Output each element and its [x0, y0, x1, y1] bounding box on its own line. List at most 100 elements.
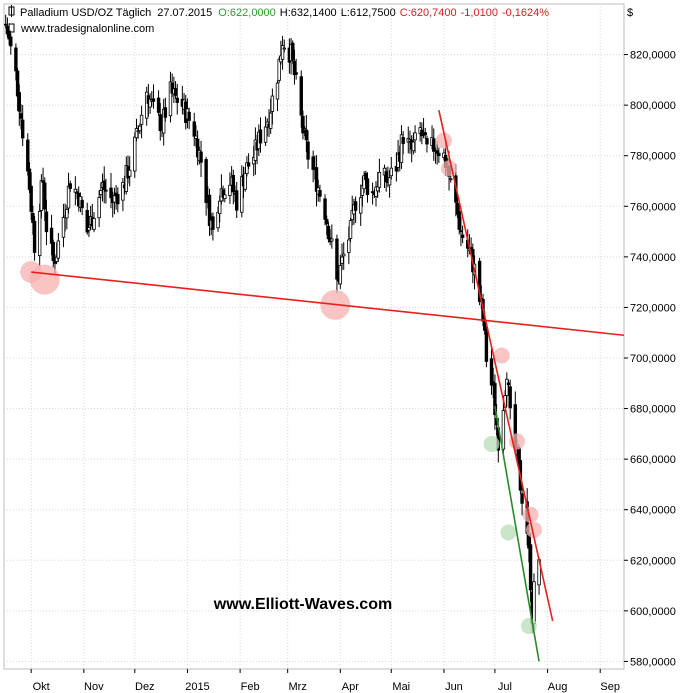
candle — [56, 232, 61, 262]
candle — [348, 218, 353, 243]
candle-body — [9, 36, 13, 47]
currency-label: $ — [627, 7, 633, 19]
x-tick-label: Apr — [342, 681, 359, 693]
red-highlight-circle — [493, 347, 510, 364]
candle — [116, 187, 120, 213]
candle — [280, 35, 285, 70]
candle-body — [359, 197, 363, 214]
x-tick-label: Sep — [600, 681, 620, 693]
candle — [127, 156, 132, 187]
candle-body — [37, 211, 42, 257]
candle — [80, 196, 84, 216]
support-trendline — [31, 271, 625, 337]
y-tick-label: 700,0000 — [630, 353, 676, 365]
candle — [151, 84, 156, 109]
candle — [168, 71, 173, 123]
candle — [187, 107, 191, 130]
candle-body — [68, 183, 72, 189]
candle — [413, 125, 417, 153]
header-source: www.tradesignalonline.com — [20, 23, 154, 35]
x-tick-label: Jul — [498, 681, 512, 693]
watermark: www.Elliott-Waves.com — [213, 596, 392, 613]
candle-body — [26, 139, 30, 172]
red-highlight-circle — [441, 160, 458, 177]
candle-body — [449, 178, 453, 181]
candle-body — [175, 97, 179, 103]
candle-body — [508, 386, 512, 409]
candle-body — [102, 180, 106, 190]
y-tick-label: 800,0000 — [630, 100, 676, 112]
candle-body — [532, 581, 536, 624]
candle-body — [138, 125, 142, 132]
header-open: O:622,0000 — [218, 7, 276, 19]
red-highlight-circle — [29, 264, 60, 295]
candle — [139, 105, 144, 139]
candle — [330, 224, 334, 249]
annotations — [20, 110, 625, 662]
candle — [204, 156, 208, 216]
candle-body — [168, 81, 173, 117]
y-tick-label: 720,0000 — [630, 302, 676, 314]
candle-body — [425, 138, 429, 145]
candle-body — [104, 189, 108, 192]
candle-body — [306, 141, 310, 160]
candle-body — [199, 151, 203, 163]
lower-channel-line — [494, 405, 540, 662]
x-tick-label: Okt — [33, 681, 50, 693]
candle-body — [263, 126, 268, 143]
x-tick-label: 2015 — [185, 681, 209, 693]
candle — [65, 205, 69, 230]
candle-body — [163, 107, 168, 118]
candle-body — [116, 194, 120, 205]
candle-body — [423, 132, 427, 136]
candle-body — [80, 200, 84, 208]
candle — [37, 203, 42, 267]
source-marker-icon — [8, 23, 15, 33]
candle-body — [520, 493, 524, 504]
candle — [389, 156, 393, 180]
candle-body — [304, 129, 309, 141]
candle-body — [127, 169, 132, 177]
candle — [270, 88, 275, 125]
candle — [32, 215, 37, 261]
candle-body — [173, 88, 178, 96]
candle-body — [377, 171, 382, 188]
candle-body — [61, 216, 66, 238]
candle-body — [457, 210, 461, 230]
candle-body — [246, 162, 251, 167]
candle — [97, 190, 101, 228]
candle-body — [151, 98, 156, 102]
y-axis: 580,0000 600,0000 620,0000 640,0000 660,0000… — [624, 50, 676, 668]
candle-body — [299, 76, 303, 116]
candle — [175, 83, 179, 115]
candle-body — [134, 128, 139, 139]
candle — [365, 172, 370, 203]
candle-body — [501, 410, 506, 450]
candle-body — [275, 82, 280, 100]
candle — [29, 172, 33, 220]
candle-body — [194, 135, 198, 139]
x-tick-label: Feb — [241, 681, 260, 693]
candle — [318, 184, 322, 202]
candle-body — [20, 119, 25, 139]
candle-body — [231, 174, 236, 193]
candle — [68, 180, 72, 193]
candle — [104, 178, 108, 204]
candle-body — [330, 238, 334, 242]
y-tick-label: 820,0000 — [630, 50, 676, 62]
candle-body — [187, 111, 191, 121]
candle — [425, 135, 429, 153]
y-tick-label: 600,0000 — [630, 606, 676, 618]
header-line: Palladium USD/OZ Täglich 27.07.2015 O:622,… — [20, 7, 549, 19]
candles — [3, 14, 541, 634]
candle-body — [228, 184, 232, 196]
candle-body — [460, 234, 465, 238]
candle — [9, 33, 13, 55]
x-axis: Okt Nov Dez 2015 Feb Mrz Apr Mai Jun Jul Aug Sep — [30, 669, 620, 693]
candle-body — [318, 190, 322, 197]
plot-frame — [3, 3, 625, 670]
candle-body — [270, 95, 275, 112]
candle — [258, 117, 263, 153]
header-high: H:632,1400 — [280, 7, 337, 19]
